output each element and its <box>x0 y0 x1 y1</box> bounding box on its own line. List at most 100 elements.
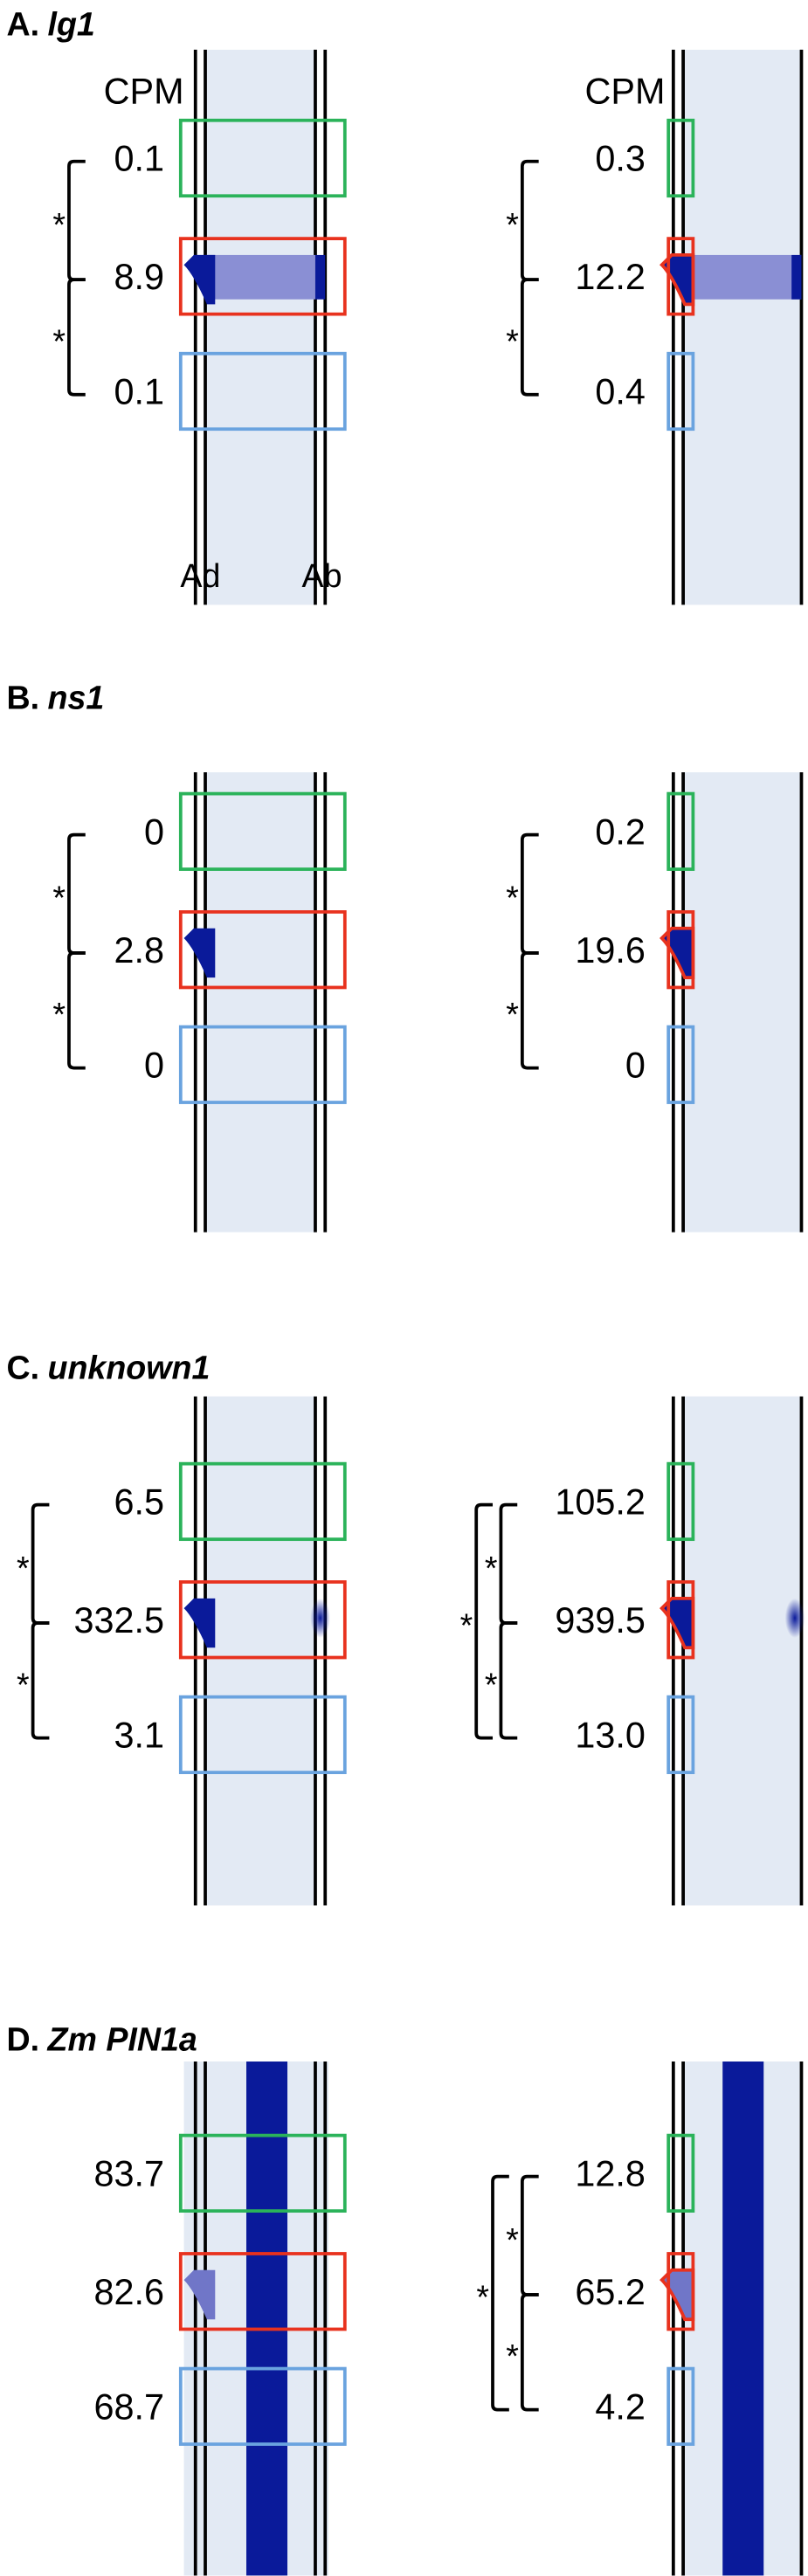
cpm-value: 0 <box>144 812 164 853</box>
cpm-value: 6.5 <box>114 1482 165 1523</box>
region-box <box>178 1580 347 1660</box>
tissue <box>205 772 315 1233</box>
significance-star: * <box>485 1666 498 1702</box>
panel-letter: C. <box>7 1349 40 1385</box>
significance-bracket <box>491 2174 509 2412</box>
significance-bracket <box>67 832 86 955</box>
tissue <box>683 1396 802 1906</box>
cpm-value: 0.1 <box>114 372 165 412</box>
significance-star: * <box>506 996 519 1032</box>
region-box <box>666 791 695 871</box>
significance-star: * <box>506 880 519 916</box>
significance-bracket <box>31 1502 50 1625</box>
cpm-header: CPM <box>104 72 184 112</box>
gene-name: unknown1 <box>48 1349 211 1385</box>
region-box <box>178 1695 347 1775</box>
vascular-band <box>246 2061 288 2576</box>
region-box <box>178 1025 347 1104</box>
tissue <box>205 1396 315 1906</box>
tissue <box>205 49 315 605</box>
cpm-value: 0.1 <box>114 139 165 179</box>
gene-name: ns1 <box>48 679 105 715</box>
cpm-value: 12.2 <box>575 257 646 297</box>
expression-band <box>683 254 802 300</box>
significance-bracket <box>520 159 539 282</box>
significance-bracket <box>520 2293 539 2412</box>
abaxial-label: Ab <box>302 557 342 594</box>
expression-dot <box>784 1598 805 1638</box>
cpm-value: 0.2 <box>595 812 645 853</box>
expression-band <box>791 254 802 300</box>
significance-star: * <box>506 2221 519 2258</box>
significance-star: * <box>17 1550 30 1586</box>
significance-star: * <box>506 206 519 243</box>
gene-name: lg1 <box>48 6 95 43</box>
cpm-value: 332.5 <box>74 1600 165 1640</box>
significance-star: * <box>52 996 66 1032</box>
region-box <box>178 1461 347 1542</box>
expression-blob <box>183 2269 216 2320</box>
region-box <box>666 2133 695 2213</box>
region-box <box>666 351 695 432</box>
cpm-value: 0 <box>144 1045 164 1085</box>
cpm-value: 0.4 <box>595 372 645 412</box>
region-box <box>178 2366 347 2446</box>
significance-bracket <box>520 832 539 955</box>
region-box <box>178 2252 347 2331</box>
region-box <box>178 118 347 198</box>
significance-bracket <box>31 1621 50 1740</box>
panel-letter: B. <box>7 679 40 715</box>
cpm-value: 105.2 <box>555 1482 646 1523</box>
significance-star: * <box>460 1607 473 1644</box>
significance-star: * <box>52 880 66 916</box>
region-box <box>178 791 347 871</box>
gene-name: Zm PIN1a <box>47 2020 197 2057</box>
cpm-value: 0 <box>625 1045 646 1085</box>
adaxial-label: Ad <box>180 557 220 594</box>
expression-blob <box>183 254 216 305</box>
cpm-value: 19.6 <box>575 930 646 970</box>
significance-bracket <box>499 1502 518 1625</box>
vascular-band <box>722 2061 764 2576</box>
significance-bracket <box>499 1621 518 1740</box>
cpm-value: 68.7 <box>94 2387 165 2428</box>
cpm-value: 2.8 <box>114 930 165 970</box>
panel-title: A. lg1 <box>7 6 95 43</box>
cpm-header: CPM <box>585 72 666 112</box>
significance-star: * <box>52 206 66 243</box>
tissue <box>683 772 802 1233</box>
expression-dot <box>310 1598 330 1638</box>
significance-bracket <box>67 159 86 282</box>
panel-title: B. ns1 <box>7 679 105 715</box>
expression-blob <box>660 253 695 307</box>
cpm-value: 3.1 <box>114 1716 165 1756</box>
cpm-value: 4.2 <box>595 2387 645 2428</box>
expression-blob <box>660 1596 695 1650</box>
significance-bracket <box>474 1502 494 1740</box>
expression-blob <box>183 928 216 978</box>
significance-bracket <box>67 278 86 397</box>
region-box <box>178 910 347 990</box>
significance-star: * <box>52 322 66 359</box>
region-box <box>666 2252 695 2331</box>
significance-star: * <box>17 1666 30 1702</box>
region-box <box>666 1580 695 1660</box>
region-box <box>178 2133 347 2213</box>
cpm-value: 939.5 <box>555 1600 646 1640</box>
cpm-value: 0.3 <box>595 139 645 179</box>
region-box <box>666 2366 695 2446</box>
region-box <box>666 118 695 198</box>
region-box <box>666 1461 695 1542</box>
region-box <box>666 1695 695 1775</box>
cpm-value: 65.2 <box>575 2272 646 2312</box>
cpm-value: 83.7 <box>94 2154 165 2194</box>
significance-bracket <box>67 951 86 1070</box>
expression-blob <box>660 2268 695 2322</box>
expression-band <box>205 254 315 300</box>
expression-blob <box>660 926 695 980</box>
significance-star: * <box>476 2279 489 2316</box>
expression-blob <box>183 1598 216 1648</box>
region-box <box>666 1025 695 1104</box>
